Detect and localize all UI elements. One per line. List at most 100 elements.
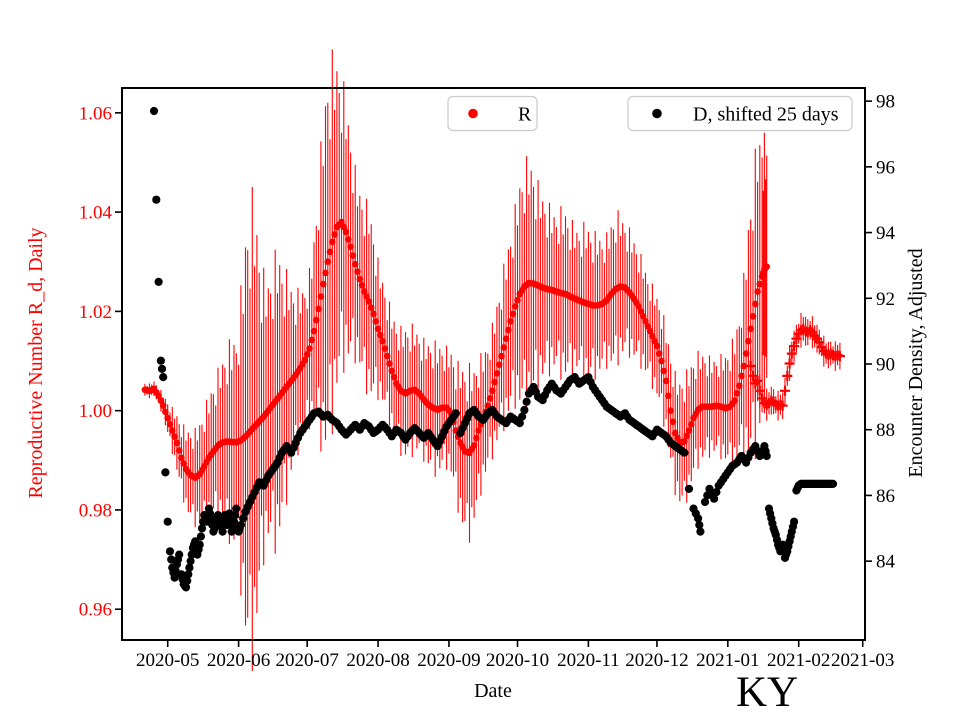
data-point: [635, 303, 642, 310]
data-point: [367, 304, 375, 312]
left-tick-label: 1.02: [79, 302, 112, 323]
data-point: [653, 342, 661, 350]
data-point: [669, 418, 677, 426]
right-tick-label: 90: [876, 355, 895, 376]
data-point: [166, 421, 174, 428]
data-point: [178, 454, 185, 462]
data-point: [232, 504, 241, 513]
data-point: [694, 514, 703, 523]
data-point: [187, 550, 196, 559]
data-point: [473, 434, 480, 442]
data-point: [377, 331, 384, 339]
data-point: [356, 275, 364, 283]
data-point: [649, 332, 656, 340]
data-point: [239, 514, 248, 523]
data-point: [159, 373, 168, 382]
left-tick-label: 0.96: [79, 600, 112, 621]
right-axis-label: Encounter Density, Adjusted: [905, 248, 927, 477]
data-point: [310, 327, 318, 335]
data-point: [342, 228, 350, 236]
data-point: [644, 323, 652, 330]
right-tick-label: 96: [876, 157, 895, 178]
plus-markers: [745, 323, 845, 411]
r-recent-series: [745, 323, 845, 411]
data-point: [680, 448, 689, 457]
data-point: [733, 390, 741, 397]
data-point: [470, 442, 478, 449]
data-point: [509, 310, 517, 318]
right-axis-ticks: 98 96 94 92 90 88 86 84: [865, 92, 896, 573]
data-point: [451, 409, 460, 418]
data-point: [495, 361, 503, 369]
legend-d-label: D, shifted 25 days: [693, 104, 839, 126]
data-point: [186, 557, 195, 566]
x-tick-label: 2021-03: [831, 650, 894, 671]
data-point: [229, 517, 239, 526]
data-point: [340, 223, 348, 231]
data-point: [683, 432, 690, 440]
data-point: [489, 387, 496, 395]
data-point: [363, 293, 370, 300]
data-point: [183, 576, 192, 586]
data-point: [358, 282, 366, 289]
data-point: [745, 337, 752, 345]
left-tick-label: 1.00: [79, 401, 112, 422]
left-axis-ticks: 1.06 1.04 1.02 1.00 0.98 0.96: [79, 103, 122, 621]
data-point: [195, 540, 204, 549]
data-point: [736, 382, 743, 390]
data-point: [149, 106, 159, 116]
legend-r-box: [447, 95, 538, 132]
data-point: [515, 419, 524, 428]
data-point: [308, 336, 316, 344]
data-point: [349, 252, 357, 259]
data-point: [322, 269, 329, 277]
r-legend-marker-icon: [468, 108, 478, 119]
data-point: [674, 434, 681, 442]
data-point: [493, 370, 501, 377]
data-point: [388, 367, 396, 375]
data-point: [475, 427, 482, 434]
right-tick-label: 84: [876, 552, 896, 573]
data-point: [731, 397, 738, 405]
data-point: [681, 438, 688, 445]
data-point: [361, 288, 368, 295]
data-point: [500, 344, 508, 351]
data-point: [181, 583, 191, 592]
x-tick-label: 2020-09: [417, 650, 480, 671]
data-point: [326, 248, 334, 256]
data-point: [502, 335, 510, 343]
legend-d-box: [627, 95, 853, 132]
data-point: [152, 195, 161, 204]
x-tick-label: 2021-02: [767, 650, 830, 671]
data-point: [518, 412, 527, 421]
data-point: [522, 397, 531, 406]
data-point: [762, 451, 771, 461]
data-point: [520, 405, 529, 415]
data-point: [658, 357, 665, 365]
right-tick-label: 88: [876, 420, 895, 441]
data-point: [317, 293, 325, 300]
data-point: [646, 327, 654, 335]
data-point: [218, 527, 227, 536]
x-tick-label: 2020-11: [557, 650, 620, 671]
left-tick-label: 0.98: [79, 500, 112, 521]
data-point: [740, 362, 748, 370]
x-tick-label: 2020-07: [276, 650, 339, 671]
data-point: [747, 325, 754, 333]
data-point: [383, 352, 391, 360]
data-point: [157, 364, 167, 373]
d-legend-marker-icon: [652, 108, 662, 119]
left-axis-label: Reproductive Number R_d, Daily: [25, 227, 47, 498]
x-tick-label: 2020-06: [207, 650, 270, 671]
data-point: [684, 484, 694, 493]
data-point: [662, 377, 670, 385]
data-point: [169, 427, 176, 434]
data-point: [303, 351, 311, 358]
data-point: [667, 407, 674, 415]
data-point: [695, 520, 704, 530]
data-point: [154, 277, 163, 286]
data-point: [354, 268, 361, 276]
data-point: [712, 488, 721, 497]
